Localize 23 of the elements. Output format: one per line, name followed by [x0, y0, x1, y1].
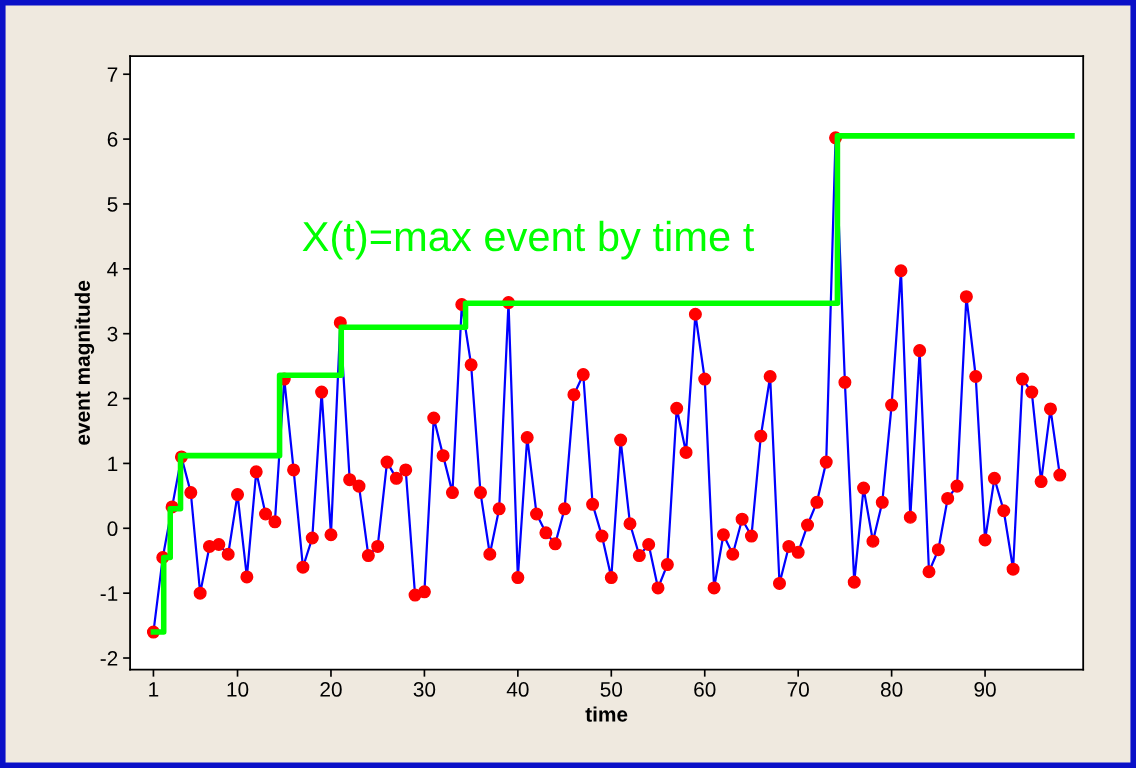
y-tick-label: 6	[107, 132, 118, 147]
x-tick-label: 1	[149, 682, 159, 697]
y-tick-label: 1	[108, 456, 118, 471]
annotation: X(t)=max event by time t	[302, 220, 755, 260]
x-tick-label: 10	[227, 682, 249, 697]
x-tick-label: 70	[787, 682, 809, 697]
x-tick-label: 80	[880, 682, 903, 697]
x-tick-label: 40	[506, 682, 529, 697]
y-axis-title: event magnitude	[74, 280, 95, 445]
x-tick-label: 20	[320, 682, 342, 697]
y-tick-label: 2	[107, 391, 118, 407]
x-tick-label: 50	[600, 682, 623, 697]
y-tick-label: 7	[107, 67, 118, 82]
y-tick-label: -1	[100, 586, 118, 601]
x-tick-label: 30	[413, 682, 436, 697]
y-tick-label: 5	[107, 197, 118, 212]
y-tick-label: -2	[100, 651, 118, 666]
y-tick-label: 4	[107, 262, 118, 277]
x-axis-title: time	[585, 706, 628, 722]
x-tick-label: 90	[974, 682, 996, 697]
y-tick-label: 0	[107, 521, 118, 537]
x-tick-label: 60	[694, 682, 716, 697]
y-tick-label: 3	[107, 326, 118, 342]
